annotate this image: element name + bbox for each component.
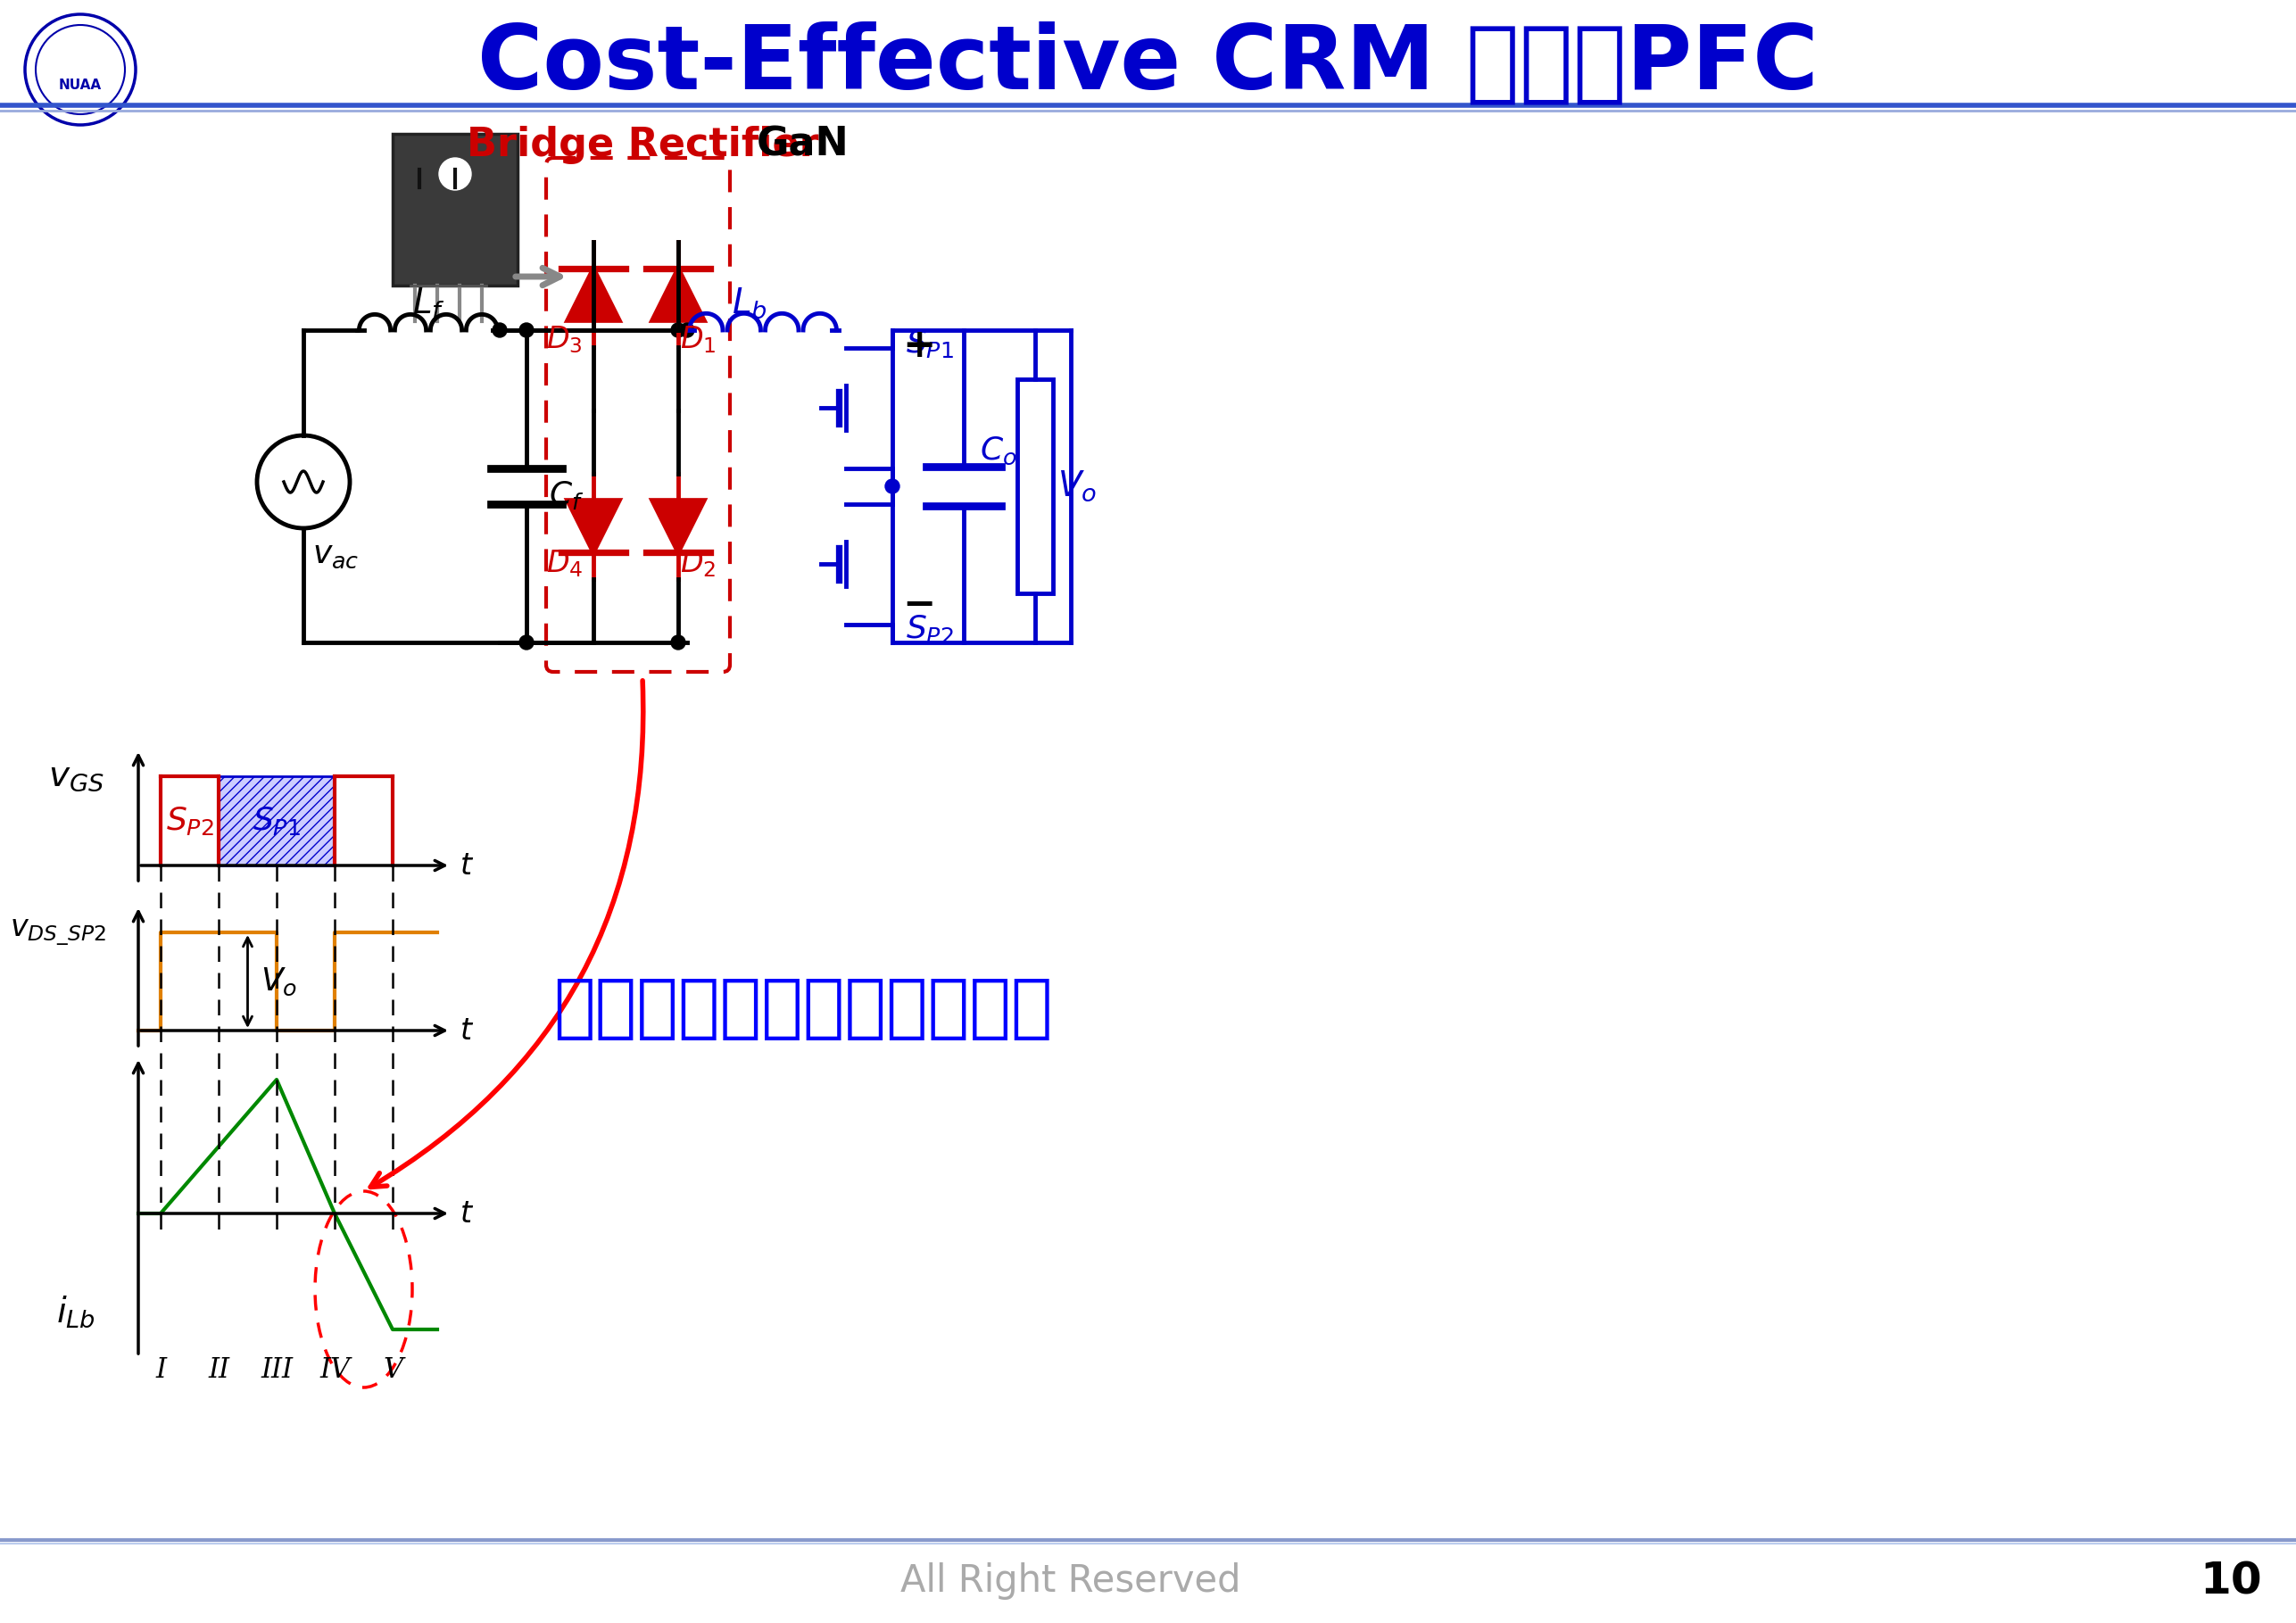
Text: All Right Reserved: All Right Reserved — [900, 1563, 1242, 1600]
Bar — [1017, 380, 1054, 594]
Polygon shape — [567, 268, 620, 321]
Text: $S_{P2}$: $S_{P2}$ — [905, 613, 953, 644]
Circle shape — [886, 479, 900, 493]
Text: IV: IV — [319, 1355, 349, 1383]
Circle shape — [680, 323, 693, 338]
Bar — [393, 133, 517, 286]
Text: −: − — [902, 586, 937, 623]
Text: $S_{P2}$: $S_{P2}$ — [165, 805, 214, 837]
Text: $t$: $t$ — [459, 850, 473, 880]
Text: $D_4$: $D_4$ — [546, 549, 583, 579]
Circle shape — [519, 635, 533, 649]
Text: +: + — [902, 326, 937, 365]
Text: $C_f$: $C_f$ — [549, 479, 583, 511]
Bar — [218, 776, 335, 865]
Circle shape — [670, 323, 684, 338]
Text: $D_1$: $D_1$ — [680, 323, 716, 355]
Polygon shape — [567, 500, 620, 553]
Circle shape — [494, 323, 507, 338]
Text: $t$: $t$ — [459, 1016, 473, 1045]
Text: $S_{P1}$: $S_{P1}$ — [253, 805, 301, 837]
Text: $D_3$: $D_3$ — [546, 323, 583, 355]
Text: 10: 10 — [2200, 1560, 2262, 1602]
Text: $v_{DS\_SP2}$: $v_{DS\_SP2}$ — [9, 917, 106, 948]
Text: $t$: $t$ — [459, 1199, 473, 1229]
Text: 是否可以提供负电流通路？: 是否可以提供负电流通路？ — [553, 974, 1052, 1042]
Polygon shape — [652, 500, 705, 553]
Text: $C_o$: $C_o$ — [980, 435, 1017, 466]
Text: $L_b$: $L_b$ — [732, 286, 767, 321]
Circle shape — [519, 323, 533, 338]
Text: GaN: GaN — [758, 125, 850, 164]
Text: $V_o$: $V_o$ — [1058, 469, 1097, 503]
Text: NUAA: NUAA — [60, 78, 101, 91]
Text: $D_2$: $D_2$ — [680, 549, 716, 579]
Text: II: II — [209, 1355, 230, 1383]
Text: Cost-Effective CRM 图腾柱PFC: Cost-Effective CRM 图腾柱PFC — [478, 21, 1818, 107]
Text: $i_{Lb}$: $i_{Lb}$ — [55, 1294, 96, 1329]
Text: $L_f$: $L_f$ — [411, 286, 445, 321]
Text: $v_{GS}$: $v_{GS}$ — [48, 760, 103, 794]
Text: I: I — [156, 1355, 165, 1383]
Circle shape — [670, 635, 684, 649]
Text: $v_{ac}$: $v_{ac}$ — [312, 540, 358, 570]
Polygon shape — [652, 268, 705, 321]
Text: III: III — [259, 1355, 292, 1383]
Text: $S_{P1}$: $S_{P1}$ — [905, 328, 953, 360]
Text: Bridge Rectifier: Bridge Rectifier — [466, 125, 820, 164]
Text: V: V — [383, 1355, 402, 1383]
Circle shape — [439, 157, 471, 190]
Text: $V_o$: $V_o$ — [262, 966, 298, 997]
